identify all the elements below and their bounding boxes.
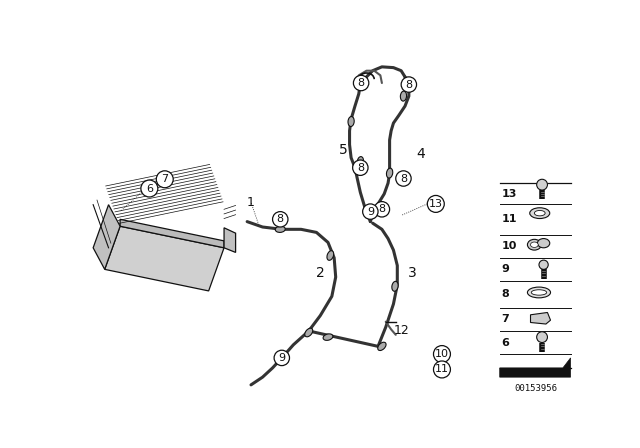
Text: 10: 10 bbox=[435, 349, 449, 359]
Text: 13: 13 bbox=[501, 189, 516, 198]
Ellipse shape bbox=[357, 157, 364, 167]
Circle shape bbox=[353, 160, 368, 176]
Text: 8: 8 bbox=[405, 80, 412, 90]
Circle shape bbox=[537, 332, 547, 343]
Circle shape bbox=[433, 345, 451, 362]
Text: 8: 8 bbox=[400, 173, 407, 184]
Text: 3: 3 bbox=[408, 266, 417, 280]
Ellipse shape bbox=[305, 328, 313, 337]
Text: 11: 11 bbox=[435, 365, 449, 375]
Circle shape bbox=[374, 202, 390, 217]
Text: 6: 6 bbox=[501, 337, 509, 348]
Ellipse shape bbox=[531, 290, 547, 295]
Text: 9: 9 bbox=[278, 353, 285, 363]
Circle shape bbox=[396, 171, 411, 186]
Text: 12: 12 bbox=[393, 324, 409, 337]
Circle shape bbox=[141, 180, 158, 197]
Circle shape bbox=[433, 361, 451, 378]
Text: 11: 11 bbox=[501, 214, 516, 224]
Text: 8: 8 bbox=[358, 78, 365, 88]
Circle shape bbox=[537, 179, 547, 190]
Text: 5: 5 bbox=[339, 143, 348, 157]
Polygon shape bbox=[120, 220, 224, 248]
Circle shape bbox=[539, 260, 548, 269]
Text: 8: 8 bbox=[276, 214, 284, 224]
Circle shape bbox=[156, 171, 173, 188]
Circle shape bbox=[401, 77, 417, 92]
Text: 9: 9 bbox=[501, 264, 509, 274]
Polygon shape bbox=[500, 358, 570, 377]
Circle shape bbox=[273, 211, 288, 227]
Text: 6: 6 bbox=[146, 184, 153, 194]
Text: 13: 13 bbox=[429, 199, 443, 209]
Text: 4: 4 bbox=[416, 147, 425, 161]
Text: 8: 8 bbox=[356, 163, 364, 173]
Ellipse shape bbox=[327, 251, 333, 260]
Ellipse shape bbox=[378, 342, 386, 350]
Ellipse shape bbox=[538, 238, 550, 248]
Circle shape bbox=[274, 350, 289, 366]
Text: 8: 8 bbox=[378, 204, 385, 214]
Text: 9: 9 bbox=[367, 207, 374, 217]
Ellipse shape bbox=[275, 226, 285, 233]
Ellipse shape bbox=[534, 211, 545, 216]
Text: 2: 2 bbox=[316, 266, 324, 280]
Circle shape bbox=[353, 75, 369, 90]
Text: 10: 10 bbox=[501, 241, 516, 251]
Ellipse shape bbox=[530, 208, 550, 219]
Ellipse shape bbox=[387, 168, 393, 178]
Circle shape bbox=[363, 204, 378, 220]
Text: 7: 7 bbox=[161, 174, 168, 184]
Ellipse shape bbox=[392, 281, 398, 291]
Circle shape bbox=[428, 195, 444, 212]
Text: 7: 7 bbox=[501, 314, 509, 324]
Ellipse shape bbox=[527, 239, 541, 250]
Ellipse shape bbox=[323, 334, 333, 340]
Polygon shape bbox=[224, 228, 236, 252]
Ellipse shape bbox=[531, 242, 538, 247]
Text: 00153956: 00153956 bbox=[515, 384, 557, 393]
Polygon shape bbox=[93, 205, 120, 269]
Text: 1: 1 bbox=[247, 196, 255, 209]
Ellipse shape bbox=[527, 287, 550, 298]
Text: 8: 8 bbox=[501, 289, 509, 299]
Ellipse shape bbox=[348, 116, 354, 126]
Polygon shape bbox=[531, 313, 550, 324]
Polygon shape bbox=[105, 226, 224, 291]
Ellipse shape bbox=[401, 91, 406, 101]
